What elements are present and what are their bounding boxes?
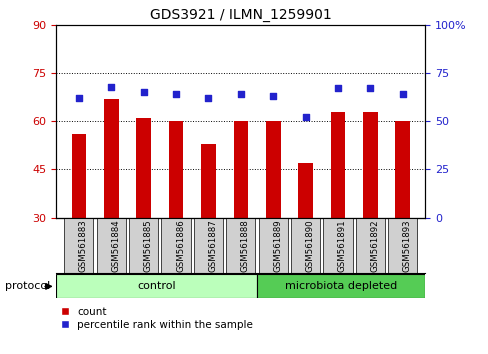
Bar: [168, 121, 183, 218]
Text: GSM561892: GSM561892: [369, 219, 379, 272]
Text: GSM561890: GSM561890: [305, 219, 314, 272]
Title: GDS3921 / ILMN_1259901: GDS3921 / ILMN_1259901: [150, 8, 331, 22]
Text: GSM561883: GSM561883: [79, 219, 88, 272]
Text: GSM561886: GSM561886: [176, 219, 184, 272]
Text: microbiota depleted: microbiota depleted: [285, 281, 397, 291]
Point: [140, 90, 147, 95]
Text: GSM561893: GSM561893: [402, 219, 411, 272]
Bar: [355, 218, 384, 273]
Bar: [97, 218, 125, 273]
Bar: [298, 163, 312, 218]
Bar: [265, 121, 280, 218]
Bar: [257, 274, 425, 298]
Text: GSM561889: GSM561889: [273, 219, 282, 272]
Bar: [258, 218, 287, 273]
Text: protocol: protocol: [5, 281, 50, 291]
Point: [366, 86, 373, 91]
Bar: [363, 112, 377, 218]
Bar: [233, 121, 247, 218]
Bar: [64, 218, 93, 273]
Point: [172, 91, 180, 97]
Point: [204, 95, 212, 101]
Bar: [201, 144, 215, 218]
Point: [398, 91, 406, 97]
Text: GSM561891: GSM561891: [337, 219, 346, 272]
Bar: [56, 274, 257, 298]
Bar: [395, 121, 409, 218]
Point: [107, 84, 115, 89]
Text: control: control: [137, 281, 176, 291]
Text: GSM561887: GSM561887: [208, 219, 217, 272]
Text: GSM561885: GSM561885: [143, 219, 152, 272]
Text: GSM561888: GSM561888: [240, 219, 249, 272]
Bar: [387, 218, 416, 273]
Bar: [330, 112, 345, 218]
Point: [333, 86, 341, 91]
Bar: [71, 134, 86, 218]
Point: [301, 115, 309, 120]
Point: [75, 95, 82, 101]
Bar: [129, 218, 158, 273]
Bar: [193, 218, 223, 273]
Point: [269, 93, 277, 99]
Text: GSM561884: GSM561884: [111, 219, 120, 272]
Bar: [104, 99, 118, 218]
Bar: [136, 118, 151, 218]
Bar: [290, 218, 320, 273]
Point: [236, 91, 244, 97]
Bar: [323, 218, 352, 273]
Bar: [226, 218, 255, 273]
Bar: [161, 218, 190, 273]
Legend: count, percentile rank within the sample: count, percentile rank within the sample: [61, 307, 252, 330]
